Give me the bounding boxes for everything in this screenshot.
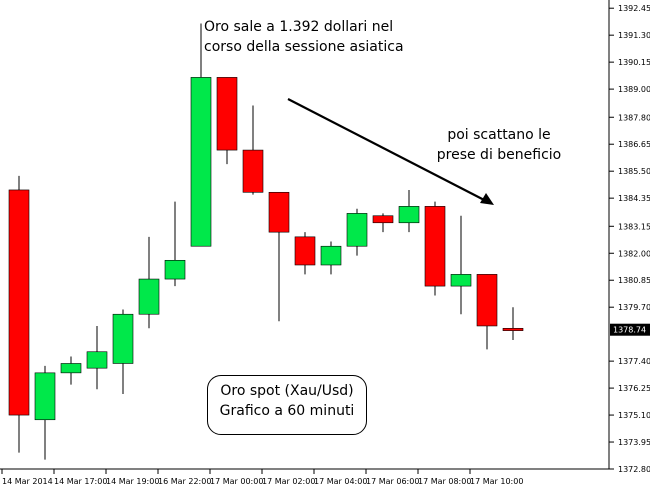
candle-up [60,363,82,374]
x-tick-label: 17 Mar 02:00 [262,477,315,486]
annotation-top: Oro sale a 1.392 dollari nel corso della… [204,17,464,57]
candle-down [294,236,316,266]
y-tick-label: 1376.25 [618,384,650,393]
candle-down [502,327,524,331]
y-tick-label: 1375.10 [618,411,650,420]
annotation-right-line-1: poi scattano le [447,127,551,143]
y-tick-label: 1391.30 [618,31,650,40]
candle-up [398,206,420,224]
chart-info-box: Oro spot (Xau/Usd) Grafico a 60 minuti [207,375,367,435]
trend-arrow-line [287,98,491,204]
candle-down [268,191,290,233]
y-tick-label: 1390.15 [618,58,650,67]
x-tick-label: 14 Mar 19:00 [106,477,159,486]
candle-up [346,213,368,247]
info-box-line-2: Grafico a 60 minuti [219,403,355,419]
y-ticks: 1392.45 1391.30 1390.15 1389.00 1387.80 1386.… [609,4,650,474]
y-tick-label: 1377.40 [618,357,650,366]
candle-up [112,313,134,364]
y-tick-label: 1384.35 [618,194,650,203]
y-tick-label: 1387.80 [618,113,650,122]
y-tick-label: 1385.50 [618,167,650,176]
x-tick-label: 17 Mar 10:00 [470,477,523,486]
candle-down [424,206,446,287]
annotation-right: poi scattano le prese di beneficio [414,125,584,165]
trend-arrow-head [480,193,494,205]
y-tick-label: 1380.85 [618,276,650,285]
y-tick-label: 1382.00 [618,249,650,258]
candle-up [34,372,56,421]
trend-arrow [287,98,494,205]
y-tick-label: 1383.15 [618,222,650,231]
candle-up [164,259,186,280]
annotation-top-line-1: Oro sale a 1.392 dollari nel [204,19,394,35]
current-price-box [610,323,650,336]
candle-up [138,278,160,315]
annotation-right-line-2: prese di beneficio [436,147,562,163]
candle-down [476,274,498,327]
x-tick-label: 17 Mar 06:00 [366,477,419,486]
info-box-line-1: Oro spot (Xau/Usd) [220,383,354,399]
candle-up [190,77,212,247]
annotation-top-line-2: corso della sessione asiatica [204,39,404,55]
x-tick-label: 17 Mar 00:00 [210,477,263,486]
x-tick-label: 17 Mar 08:00 [418,477,471,486]
candle-up [450,274,472,287]
y-tick-label: 1379.70 [618,303,650,312]
x-tick-label: 17 Mar 04:00 [314,477,367,486]
candle-up [86,351,108,369]
x-tick-label: 14 Mar 2014 [2,477,53,486]
current-price-label: 1378.74 [613,326,646,335]
y-tick-label: 1389.00 [618,85,650,94]
candle-down [242,149,264,193]
y-tick-label: 1372.80 [618,465,650,474]
y-tick-label: 1392.45 [618,4,650,13]
candle-down [8,189,30,416]
x-tick-label: 14 Mar 17:00 [54,477,107,486]
y-tick-label: 1386.65 [618,140,650,149]
candle-down [372,215,394,224]
candles-group [8,23,524,460]
x-tick-label: 16 Mar 22:00 [158,477,211,486]
candle-down [216,77,238,151]
candle-up [320,245,342,266]
y-tick-label: 1373.95 [618,438,650,447]
